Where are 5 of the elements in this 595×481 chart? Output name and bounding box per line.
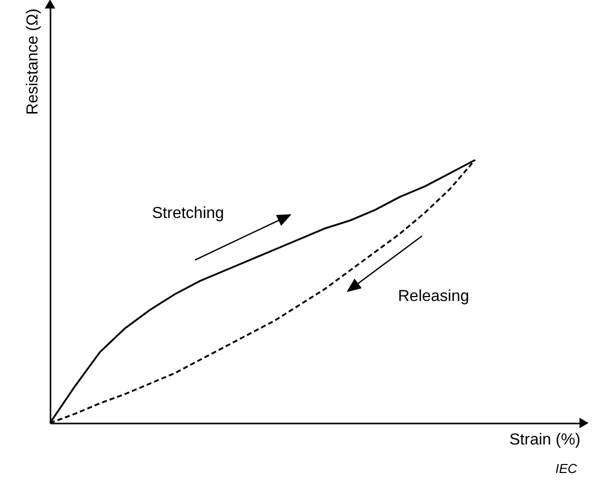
text: IEC — [555, 461, 578, 476]
annotation: Releasing — [398, 288, 470, 305]
x-axis-title: Strain (%) — [509, 432, 580, 448]
annotation: Stretching — [152, 205, 224, 222]
y-axis-title: Resistance (Ω) — [24, 8, 42, 115]
